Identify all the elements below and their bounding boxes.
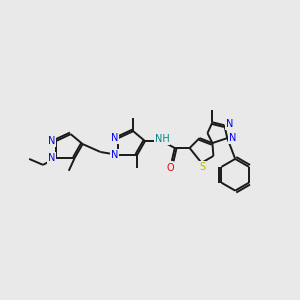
Text: NH: NH [154, 134, 169, 144]
Text: N: N [48, 136, 56, 146]
Text: N: N [48, 153, 56, 163]
Text: O: O [167, 163, 175, 173]
Text: N: N [111, 133, 118, 143]
Text: N: N [229, 133, 236, 143]
Text: N: N [226, 119, 233, 129]
Text: N: N [111, 150, 118, 160]
Text: S: S [200, 162, 206, 172]
